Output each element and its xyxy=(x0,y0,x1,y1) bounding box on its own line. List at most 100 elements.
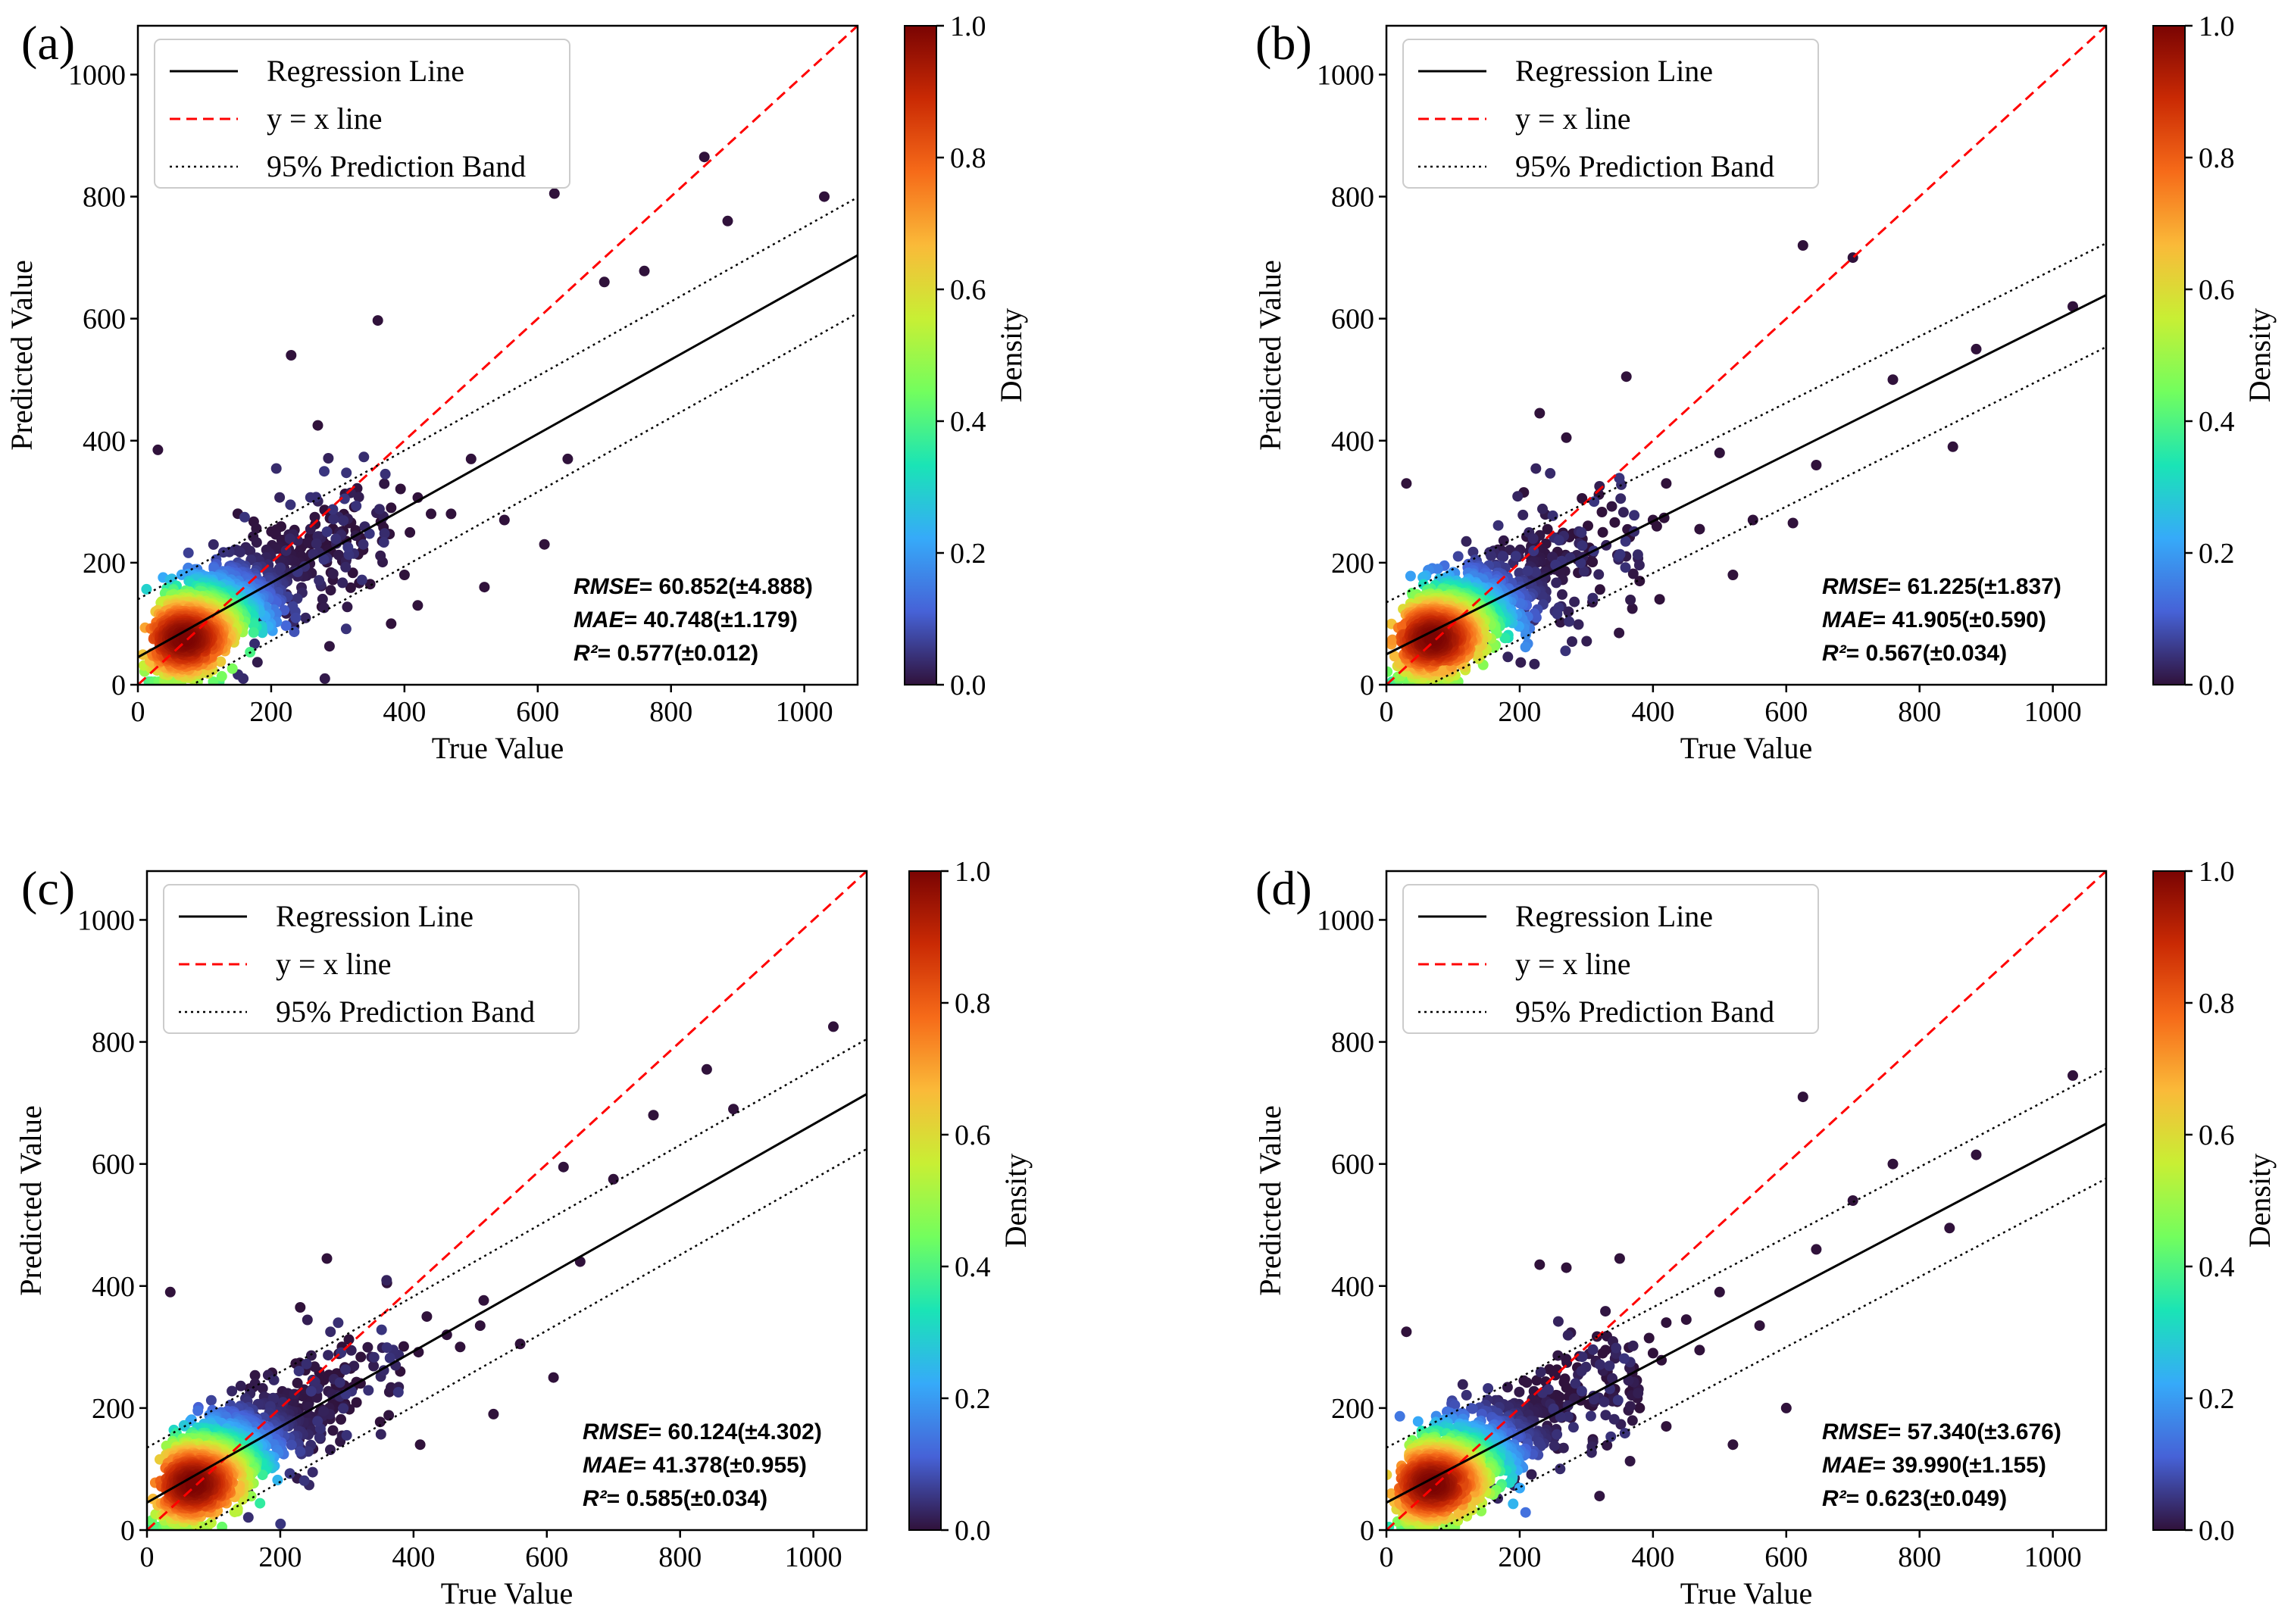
scatter-point xyxy=(318,554,330,565)
scatter-point xyxy=(372,315,383,326)
scatter-point xyxy=(1632,549,1643,561)
scatter-point xyxy=(323,1350,334,1361)
scatter-point xyxy=(386,502,397,514)
scatter-point xyxy=(1887,374,1899,386)
scatter-point xyxy=(379,528,390,539)
metric-mae: MAE= 40.748(±1.179) xyxy=(574,607,798,632)
panel-label: (a) xyxy=(21,16,75,70)
band-lower-line xyxy=(1427,345,2106,685)
scatter-point xyxy=(341,1429,352,1441)
metric-mae-value: = 40.748(±1.179) xyxy=(624,607,798,632)
scatter-point xyxy=(251,537,262,548)
scatter-point xyxy=(1432,564,1443,575)
scatter-point xyxy=(728,1104,739,1115)
scatter-point xyxy=(1461,536,1472,547)
scatter-point xyxy=(1587,592,1599,604)
scatter-point xyxy=(1594,584,1605,595)
colorbar-tick-label: 0.2 xyxy=(2199,538,2235,570)
scatter-point xyxy=(308,1375,319,1386)
scatter-point xyxy=(318,1406,330,1417)
plot-area xyxy=(147,871,867,1530)
scatter-point xyxy=(1583,520,1593,532)
metric-rmse: RMSE= 61.225(±1.837) xyxy=(1822,574,2061,599)
scatter-point xyxy=(1599,1396,1610,1407)
scatter-point xyxy=(216,670,227,682)
scatter-point xyxy=(286,1439,297,1451)
scatter-point xyxy=(1971,343,1982,354)
scatter-point xyxy=(1552,1350,1564,1361)
scatter-point xyxy=(340,623,352,635)
scatter-point xyxy=(1517,509,1529,520)
y-axis-label: Predicted Value xyxy=(5,260,39,450)
scatter-point xyxy=(478,1295,489,1306)
scatter-point xyxy=(639,265,650,276)
band-upper-line xyxy=(147,1038,867,1449)
scatter-point xyxy=(1594,481,1605,492)
scatter-point xyxy=(342,601,353,613)
scatter-point xyxy=(338,1403,349,1414)
scatter-point xyxy=(1847,1195,1858,1206)
scatter-point xyxy=(249,1369,261,1381)
scatter-point xyxy=(215,656,227,667)
metric-rmse-value: = 61.225(±1.837) xyxy=(1888,574,2061,599)
scatter-point xyxy=(251,523,262,534)
scatter-point xyxy=(333,1317,344,1329)
x-tick-label: 0 xyxy=(1380,696,1394,728)
scatter-point xyxy=(421,1311,433,1323)
scatter-point xyxy=(1614,548,1626,560)
scatter-point xyxy=(1811,1244,1822,1255)
scatter-point xyxy=(412,600,424,611)
y-tick-label: 400 xyxy=(1331,426,1374,458)
scatter-point xyxy=(217,1521,228,1530)
scatter-point xyxy=(548,1372,559,1383)
scatter-point xyxy=(330,533,342,545)
scatter-point xyxy=(701,1063,712,1075)
colorbar-tick-label: 1.0 xyxy=(2199,11,2235,42)
scatter-point xyxy=(1615,493,1627,504)
metrics: RMSE= 61.225(±1.837)MAE= 41.905(±0.590)R… xyxy=(1822,574,2061,666)
scatter-point xyxy=(303,537,314,548)
scatter-point xyxy=(275,1518,286,1529)
scatter-point xyxy=(373,504,385,515)
scatter-point xyxy=(1531,1375,1542,1386)
scatter-point xyxy=(208,676,219,685)
scatter-point xyxy=(1549,1440,1560,1451)
scatter-point xyxy=(327,1425,339,1436)
metric-mae-key: MAE xyxy=(1822,607,1874,632)
colorbar-tick-label: 0.2 xyxy=(955,1383,991,1415)
x-tick-label: 400 xyxy=(383,696,426,728)
scatter-point xyxy=(1552,1316,1564,1327)
y-tick-label: 1000 xyxy=(68,59,126,91)
x-tick-label: 600 xyxy=(525,1541,568,1573)
scatter-point xyxy=(1787,517,1799,529)
scatter-point xyxy=(1557,589,1567,600)
scatter-point xyxy=(155,1454,165,1465)
scatter-point xyxy=(1401,1326,1412,1338)
scatter-point xyxy=(245,545,256,557)
scatter-point xyxy=(295,1302,306,1313)
scatter-point xyxy=(325,1444,336,1455)
scatter-point xyxy=(1581,636,1592,647)
scatter-point xyxy=(499,514,510,526)
scatter-point xyxy=(1534,1259,1546,1270)
scatter-point xyxy=(1634,1402,1646,1413)
scatter-point xyxy=(1535,1366,1546,1378)
scatter-point xyxy=(1534,408,1546,419)
scatter-point xyxy=(1520,642,1531,653)
scatter-point xyxy=(164,1286,176,1298)
scatter-point xyxy=(319,673,330,684)
scatter-point xyxy=(1602,1440,1613,1451)
y-tick-label: 0 xyxy=(1360,670,1374,701)
scatter-point xyxy=(323,641,335,652)
scatter-point xyxy=(1542,523,1553,535)
scatter-point xyxy=(317,593,328,604)
scatter-point xyxy=(426,508,436,520)
scatter-point xyxy=(227,1385,238,1397)
colorbar-gradient xyxy=(908,870,942,1531)
x-tick-label: 800 xyxy=(1898,696,1941,728)
scatter-point xyxy=(1627,1340,1639,1351)
x-axis-label: True Value xyxy=(1680,731,1812,765)
